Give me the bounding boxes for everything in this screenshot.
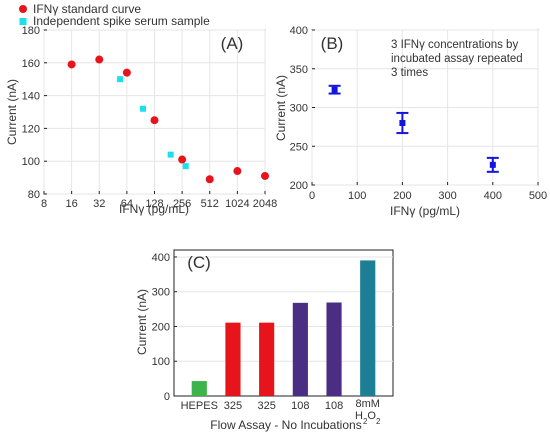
panel-a-y-tick-label: 140 [22, 91, 40, 103]
panel-a-y-tick-label: 120 [22, 123, 40, 135]
bar [360, 260, 376, 396]
standard-curve-point [122, 68, 131, 77]
panel-b-label: (B) [321, 34, 344, 53]
panel-a-x-tick-label: 8 [41, 198, 47, 210]
panel-a-x-tick-label: 256 [173, 198, 191, 210]
standard-curve-point [178, 155, 187, 164]
panel-c-x-tick-label: 108 [325, 400, 343, 412]
panel-b-x-tick-label: 200 [393, 190, 411, 202]
standard-curve-point [95, 55, 104, 64]
panel-b-y-ticks: 200 250 300 350 400 [290, 25, 315, 192]
panel-a: 8 16 32 64 128 256 512 1024 2048 80 100 120 140 160 1… [5, 2, 277, 216]
panel-b-x-tick-label: 300 [438, 190, 456, 202]
panel-b-gridlines [311, 29, 539, 186]
panel-c-y-tick-label: 100 [152, 356, 170, 368]
bar [326, 302, 342, 396]
panel-b-x-tick-label: 100 [348, 190, 366, 202]
panel-a-x-axis-label: IFNγ (pg/mL) [119, 202, 189, 216]
panel-b-y-tick-label: 350 [290, 64, 308, 76]
standard-curve-point [233, 167, 242, 176]
spike-serum-point [140, 105, 147, 112]
panel-c-y-tick-label: 200 [152, 321, 170, 333]
panel-b-y-tick-label: 400 [290, 25, 308, 37]
panel-c-x-tick-label-formula: H2O2 [355, 410, 381, 426]
panel-b: 0 100 200 300 400 500 200 250 300 350 400 (B) 3 I… [274, 25, 547, 218]
spike-serum-point [167, 151, 174, 158]
panel-c-bars [191, 260, 376, 396]
panel-b-y-tick-label: 200 [290, 180, 308, 192]
spike-serum-point [182, 163, 189, 170]
panel-b-y-tick-label: 250 [290, 141, 308, 153]
panel-a-x-ticks: 8 16 32 64 128 256 512 1024 2048 [41, 191, 277, 210]
panel-c-x-tick-label: 325 [224, 400, 242, 412]
panel-c-x-tick-label: HEPES [181, 400, 218, 412]
standard-curve-point [261, 171, 269, 180]
panel-c-x-axis-label: Flow Assay - No Incubations [210, 418, 361, 432]
panel-a-y-tick-label: 80 [28, 189, 40, 201]
bar [225, 322, 241, 396]
panel-c-x-tick-label: 325 [257, 400, 275, 412]
panel-a-y-tick-label: 160 [22, 58, 40, 70]
panel-c-gridlines [174, 256, 393, 362]
panel-a-x-tick-label: 512 [201, 198, 219, 210]
panel-b-y-axis-label: Current (nA) [274, 75, 288, 141]
standard-curve-point [67, 60, 76, 69]
panel-a-x-tick-label: 2048 [253, 198, 277, 210]
panel-b-annotation-line-3: 3 times [391, 67, 428, 79]
bar [292, 302, 308, 396]
panel-a-legend: IFNγ standard curve Independent spike se… [19, 2, 210, 28]
panel-b-points [328, 84, 499, 173]
panel-c-y-axis-label: Current (nA) [135, 289, 149, 355]
panel-b-x-axis-label: IFNγ (pg/mL) [390, 204, 460, 218]
panel-a-x-tick-label: 1024 [225, 198, 249, 210]
panel-c-y-tick-label: 400 [152, 252, 170, 264]
panel-a-y-axis-label: Current (nA) [5, 79, 19, 145]
panel-a-label: (A) [221, 34, 244, 53]
panel-b-annotation-line-2: incubated assay repeated [391, 53, 523, 65]
panel-b-x-ticks: 0 100 200 300 400 500 [309, 182, 547, 202]
panel-c-plot-area [173, 249, 394, 397]
legend-marker-spike-serum [19, 18, 27, 25]
panel-b-x-tick-label: 500 [529, 190, 547, 202]
spike-serum-point [117, 76, 124, 83]
panel-c-x-tick-label: 8mM [356, 398, 380, 410]
panel-a-points [67, 55, 269, 184]
panel-b-y-tick-label: 300 [290, 103, 308, 115]
panel-a-x-tick-label: 128 [145, 198, 163, 210]
legend-label-spike-serum: Independent spike serum sample [33, 14, 210, 28]
panel-a-y-tick-label: 100 [22, 156, 40, 168]
concentration-point [489, 161, 496, 168]
panel-a-x-tick-label: 64 [121, 198, 133, 210]
legend-marker-standard-curve [19, 5, 27, 13]
panel-b-annotation-line-1: 3 IFNγ concentrations by [391, 39, 518, 51]
panel-a-x-tick-label: 16 [66, 198, 78, 210]
panel-c-label: (C) [187, 253, 211, 272]
standard-curve-point [205, 175, 214, 184]
panel-c-y-tick-label: 300 [152, 287, 170, 299]
concentration-point [399, 120, 406, 126]
panel-b-x-tick-label: 0 [309, 190, 315, 202]
standard-curve-point [150, 116, 159, 125]
concentration-point [331, 86, 338, 93]
panel-c-y-ticks: 0 100 200 300 400 [152, 252, 177, 403]
panel-c-x-tick-label: 108 [291, 400, 309, 412]
panel-b-x-tick-label: 400 [484, 190, 502, 202]
panel-a-y-ticks: 80 100 120 140 160 180 [22, 25, 47, 201]
panel-a-x-tick-label: 32 [93, 198, 105, 210]
legend-label-standard-curve: IFNγ standard curve [33, 2, 141, 16]
bar [191, 381, 207, 396]
bar [259, 322, 275, 396]
panel-c-y-tick-label: 0 [164, 391, 170, 403]
panel-a-y-tick-label: 180 [22, 25, 40, 37]
